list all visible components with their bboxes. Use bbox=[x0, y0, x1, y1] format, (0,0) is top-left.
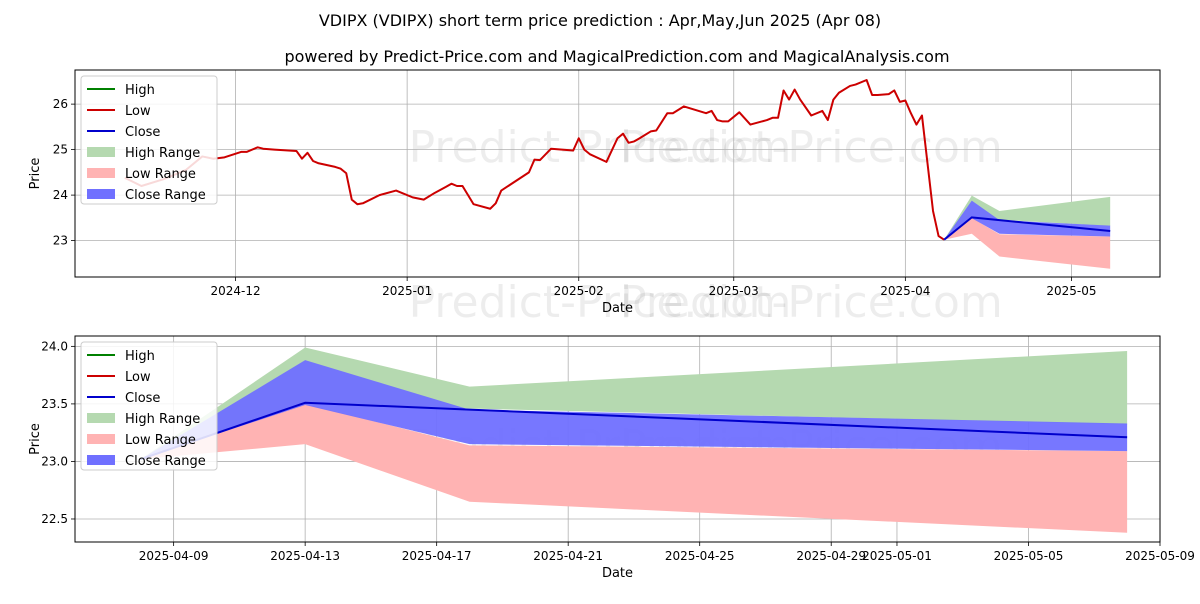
legend-label: High Range bbox=[125, 146, 200, 161]
x-tick-label: 2025-01 bbox=[382, 284, 432, 298]
y-tick-label: 22.5 bbox=[41, 512, 68, 526]
close-range-band bbox=[140, 360, 1128, 460]
legend: High Low Close High Range Low Range Close Ran… bbox=[80, 75, 218, 205]
top-panel: Predict-Price.comPredict-Price.comPredic… bbox=[28, 69, 1161, 328]
legend-label: Close bbox=[125, 125, 160, 140]
y-tick-label: 23.0 bbox=[41, 454, 68, 468]
y-tick-label: 24 bbox=[53, 188, 68, 202]
x-tick-label: 2025-04-25 bbox=[665, 549, 735, 563]
x-tick-label: 2025-04-13 bbox=[270, 549, 340, 563]
x-tick-label: 2025-03 bbox=[709, 284, 759, 298]
high-range-band bbox=[140, 347, 1128, 460]
legend: High Low Close High Range Low Range Close Ran… bbox=[80, 341, 218, 471]
legend-swatch bbox=[87, 189, 115, 199]
bottom-panel: Predict-Price.comPredict-Price.com2025-0… bbox=[28, 335, 1195, 581]
low-range-band bbox=[944, 217, 1111, 269]
legend-label: Close bbox=[125, 391, 160, 406]
legend-swatch bbox=[87, 168, 115, 178]
legend-label: High Range bbox=[125, 412, 200, 427]
legend-label: High bbox=[125, 83, 155, 98]
y-tick-label: 24.0 bbox=[41, 339, 68, 353]
y-tick-label: 26 bbox=[53, 97, 68, 111]
watermark-text: Predict-Price.com bbox=[409, 277, 792, 328]
legend-swatch bbox=[87, 413, 115, 423]
watermark-text: Predict-Price.com bbox=[409, 122, 792, 173]
x-tick-label: 2025-05 bbox=[1046, 284, 1096, 298]
legend-swatch bbox=[87, 147, 115, 157]
x-tick-label: 2025-04-17 bbox=[402, 549, 472, 563]
legend-label: Close Range bbox=[125, 188, 206, 203]
chart-subtitle: powered by Predict-Price.com and Magical… bbox=[284, 47, 949, 66]
x-tick-label: 2024-12 bbox=[210, 284, 260, 298]
x-tick-label: 2025-02 bbox=[554, 284, 604, 298]
watermark-text: Predict-Price.com bbox=[620, 277, 1003, 328]
plot-frame bbox=[74, 335, 1161, 543]
legend-label: High bbox=[125, 349, 155, 364]
y-tick-label: 23.5 bbox=[41, 397, 68, 411]
y-tick-label: 23 bbox=[53, 234, 68, 248]
watermark-text: Predict-Price.com bbox=[620, 122, 1003, 173]
x-tick-label: 2025-04-21 bbox=[533, 549, 603, 563]
y-axis-label: Price bbox=[28, 423, 43, 455]
legend-label: Low Range bbox=[125, 167, 196, 182]
x-tick-label: 2025-05-05 bbox=[994, 549, 1064, 563]
close-prediction-line bbox=[943, 216, 1111, 241]
x-axis-label: Date bbox=[602, 301, 633, 316]
x-tick-label: 2025-04 bbox=[880, 284, 930, 298]
chart-title: VDIPX (VDIPX) short term price predictio… bbox=[319, 11, 881, 30]
x-tick-label: 2025-05-09 bbox=[1125, 549, 1195, 563]
x-axis-label: Date bbox=[602, 566, 633, 581]
y-axis-label: Price bbox=[28, 158, 43, 190]
close-prediction-line bbox=[140, 401, 1128, 461]
x-tick-label: 2025-05-01 bbox=[862, 549, 932, 563]
close-range-band bbox=[944, 200, 1111, 240]
legend-label: Close Range bbox=[125, 454, 206, 469]
x-tick-label: 2025-04-29 bbox=[796, 549, 866, 563]
y-tick-label: 25 bbox=[53, 143, 68, 157]
low-range-band bbox=[140, 403, 1128, 533]
high-range-band bbox=[944, 195, 1111, 240]
plot-frame bbox=[74, 69, 1161, 278]
legend-swatch bbox=[87, 455, 115, 465]
legend-label: Low bbox=[125, 104, 151, 119]
legend-label: Low Range bbox=[125, 433, 196, 448]
low-price-line bbox=[124, 79, 945, 241]
x-tick-label: 2025-04-09 bbox=[139, 549, 209, 563]
legend-swatch bbox=[87, 434, 115, 444]
legend-label: Low bbox=[125, 370, 151, 385]
